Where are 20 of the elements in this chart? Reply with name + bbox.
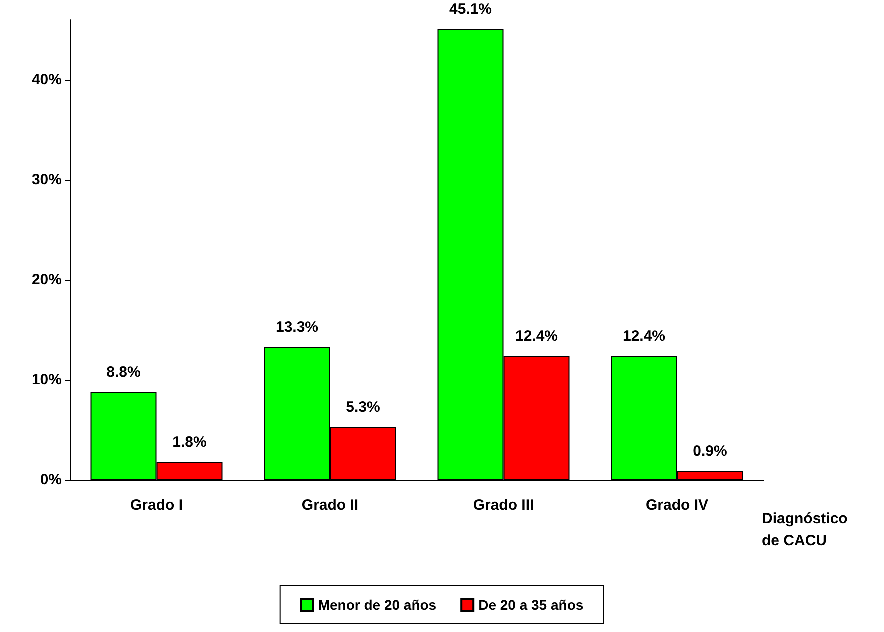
x-tick-label: Grado II [302,497,359,514]
x-tick-label: Grado IV [646,497,709,514]
data-label: 13.3% [276,319,319,336]
x-tick-label: Grado I [130,497,184,514]
x-axis-title: Diagnóstico de CACU [762,510,848,550]
data-label: 5.3% [346,399,380,416]
y-tick-label: 0% [40,472,62,488]
y-tick-label: 20% [32,272,62,288]
data-label: 0.9% [693,443,728,460]
data-label: 1.8% [172,434,207,451]
data-label: 12.4% [622,328,666,345]
y-tick-label: 40% [32,72,62,88]
legend-label: De 20 a 35 años [478,597,584,613]
y-tick-label: 10% [32,372,62,388]
legend-label: Menor de 20 años [318,597,437,613]
data-label: 8.8% [106,364,141,381]
data-label: 45.1% [449,1,492,18]
x-tick-label: Grado III [473,497,534,514]
data-label: 12.4% [515,328,558,345]
y-tick-label: 30% [32,172,62,188]
